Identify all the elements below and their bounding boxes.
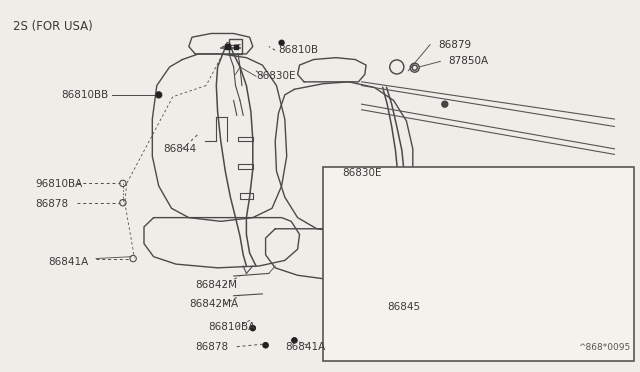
Text: 86878: 86878: [35, 199, 68, 209]
Text: 86842M: 86842M: [195, 280, 237, 289]
Circle shape: [399, 304, 404, 310]
Text: 2S (FOR USA): 2S (FOR USA): [13, 20, 93, 32]
Text: 86810B: 86810B: [278, 45, 319, 55]
Text: 86845: 86845: [387, 302, 420, 312]
Text: 86830E: 86830E: [256, 71, 296, 81]
Bar: [234, 45, 237, 48]
Bar: [323, 167, 634, 361]
Text: 86841A: 86841A: [285, 342, 325, 352]
Circle shape: [292, 338, 297, 343]
Text: 86830E: 86830E: [342, 168, 382, 178]
Text: ^868*0095: ^868*0095: [578, 343, 630, 352]
Circle shape: [263, 343, 268, 348]
Circle shape: [250, 326, 255, 331]
Text: 96810BA: 96810BA: [35, 179, 83, 189]
Text: 86844: 86844: [163, 144, 196, 154]
Circle shape: [442, 101, 448, 107]
Text: 86878: 86878: [195, 342, 228, 352]
Circle shape: [156, 92, 161, 97]
Text: 86841A: 86841A: [48, 257, 88, 267]
Text: 87850A: 87850A: [448, 57, 488, 66]
Text: 86810BA: 86810BA: [208, 322, 255, 331]
Circle shape: [387, 182, 392, 187]
Text: 86842MA: 86842MA: [189, 299, 238, 309]
Bar: [225, 44, 230, 49]
Text: 86879: 86879: [438, 40, 472, 49]
Circle shape: [279, 40, 284, 45]
Text: 86810BB: 86810BB: [61, 90, 108, 100]
